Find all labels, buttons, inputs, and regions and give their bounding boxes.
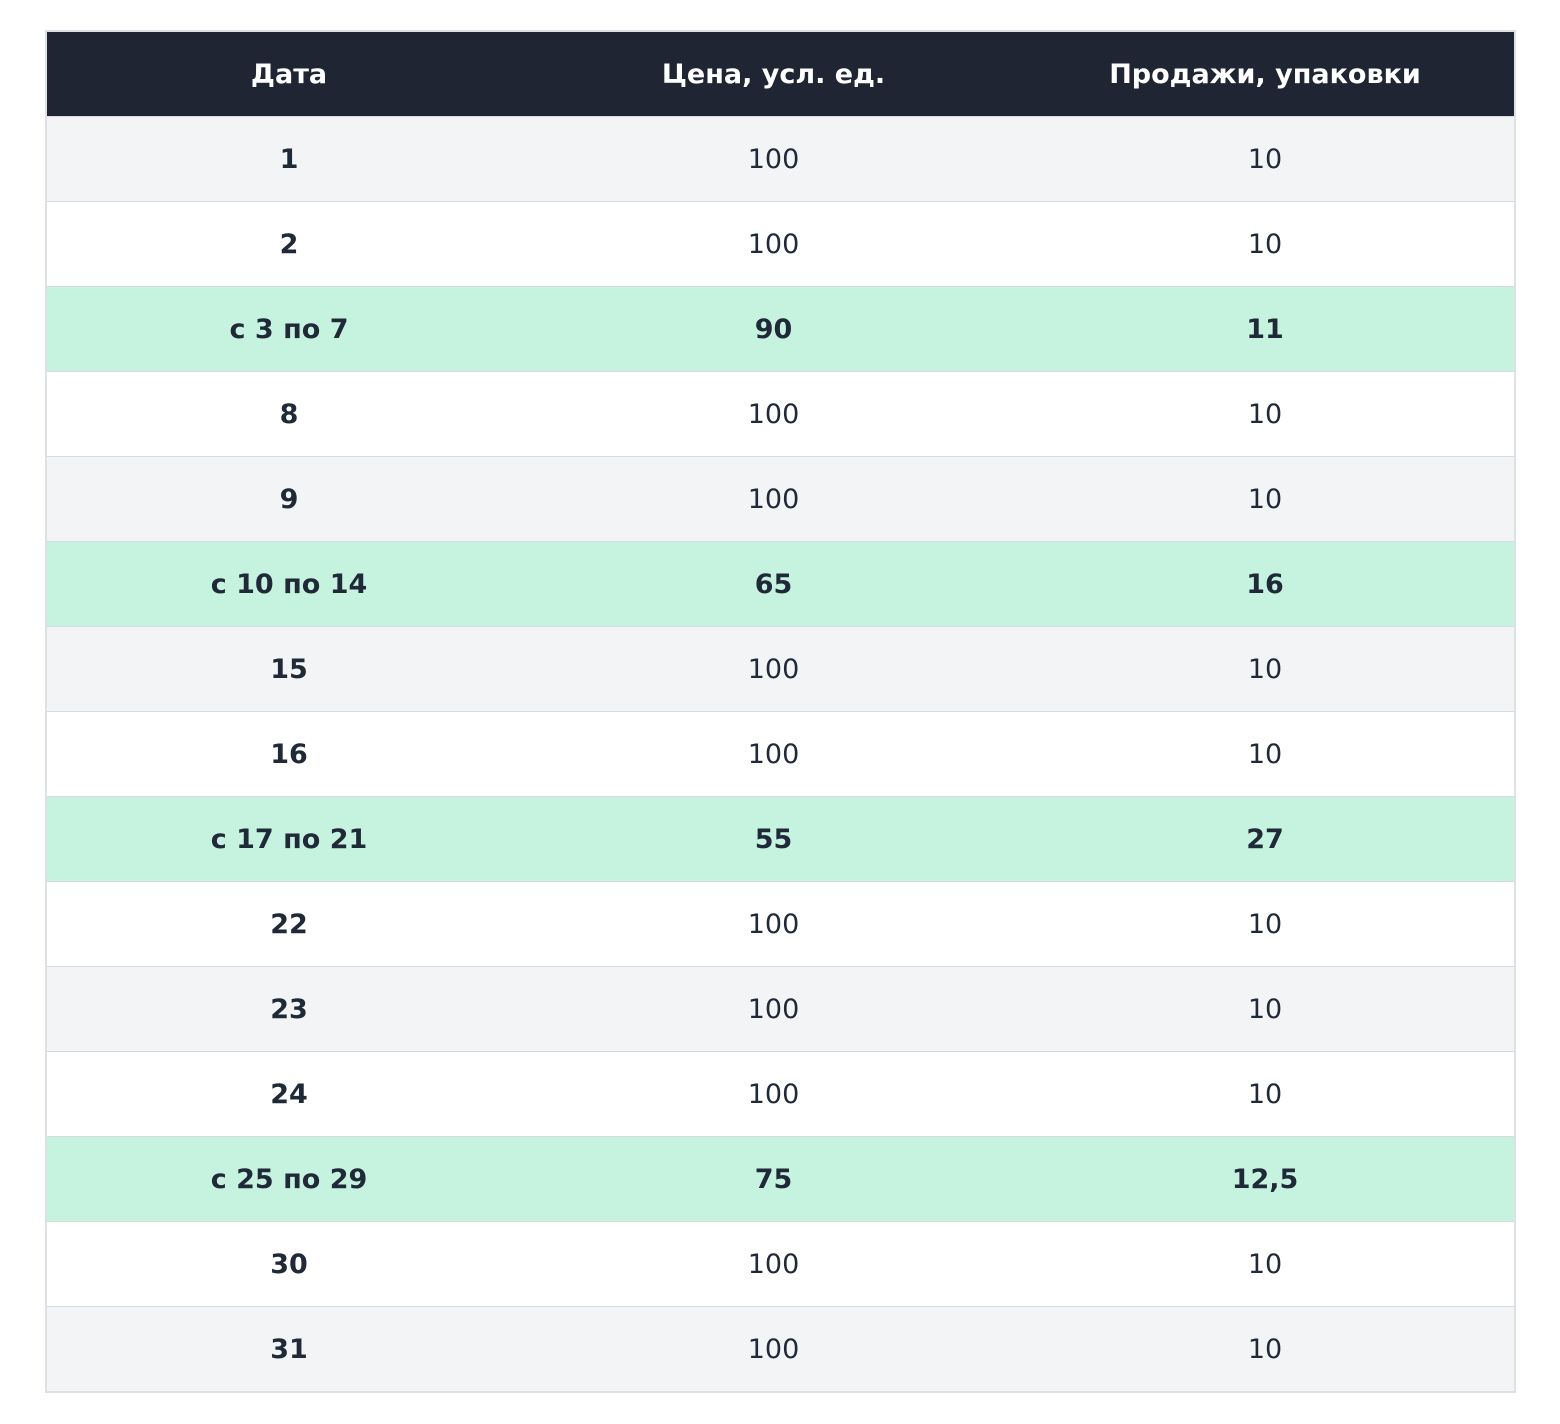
table-cell: 65 — [531, 541, 1016, 627]
table-row: с 3 по 7 90 11 — [46, 286, 1515, 372]
table-cell: 100 — [531, 966, 1016, 1052]
table-row: 31 100 10 — [46, 1306, 1515, 1392]
table-row: 1 100 10 — [46, 116, 1515, 202]
table-row: 30 100 10 — [46, 1221, 1515, 1307]
table-cell: 2 — [46, 201, 531, 287]
table-cell: 100 — [531, 1306, 1016, 1392]
table-cell: 100 — [531, 201, 1016, 287]
header-cell: Дата — [46, 31, 531, 117]
table-header: Дата Цена, усл. ед. Продажи, упаковки — [46, 31, 1515, 117]
table-row: 8 100 10 — [46, 371, 1515, 457]
table-row: с 10 по 14 65 16 — [46, 541, 1515, 627]
table-cell: 10 — [1016, 881, 1515, 967]
table-cell: 10 — [1016, 371, 1515, 457]
table-cell: 100 — [531, 1221, 1016, 1307]
table-row: 16 100 10 — [46, 711, 1515, 797]
data-table: Дата Цена, усл. ед. Продажи, упаковки 1 100… — [45, 30, 1516, 1393]
table-cell: 100 — [531, 881, 1016, 967]
table-cell: 10 — [1016, 456, 1515, 542]
table-row: 23 100 10 — [46, 966, 1515, 1052]
table-cell: 10 — [1016, 201, 1515, 287]
table-cell: 100 — [531, 626, 1016, 712]
table-cell: 16 — [46, 711, 531, 797]
table-cell: 75 — [531, 1136, 1016, 1222]
header-row: Дата Цена, усл. ед. Продажи, упаковки — [46, 31, 1515, 117]
table-cell: 23 — [46, 966, 531, 1052]
table-cell: с 10 по 14 — [46, 541, 531, 627]
table-row: 2 100 10 — [46, 201, 1515, 287]
table-cell: 16 — [1016, 541, 1515, 627]
table-cell: 27 — [1016, 796, 1515, 882]
table-cell: 9 — [46, 456, 531, 542]
table-cell: 10 — [1016, 116, 1515, 202]
table-cell: 10 — [1016, 626, 1515, 712]
table-row: 9 100 10 — [46, 456, 1515, 542]
table-cell: 10 — [1016, 1306, 1515, 1392]
table-cell: 55 — [531, 796, 1016, 882]
table-cell: 10 — [1016, 711, 1515, 797]
table-cell: 24 — [46, 1051, 531, 1137]
table-cell: 1 — [46, 116, 531, 202]
table-cell: с 25 по 29 — [46, 1136, 531, 1222]
table-cell: 10 — [1016, 966, 1515, 1052]
table-row: 15 100 10 — [46, 626, 1515, 712]
table-cell: с 3 по 7 — [46, 286, 531, 372]
table-cell: 22 — [46, 881, 531, 967]
table-cell: 12,5 — [1016, 1136, 1515, 1222]
table-cell: 15 — [46, 626, 531, 712]
table-cell: 10 — [1016, 1051, 1515, 1137]
table-row: 24 100 10 — [46, 1051, 1515, 1137]
header-cell: Цена, усл. ед. — [531, 31, 1016, 117]
table-cell: 11 — [1016, 286, 1515, 372]
table-cell: 100 — [531, 711, 1016, 797]
table-cell: 100 — [531, 1051, 1016, 1137]
table-cell: 31 — [46, 1306, 531, 1392]
table-cell: 100 — [531, 116, 1016, 202]
table-cell: с 17 по 21 — [46, 796, 531, 882]
table-cell: 100 — [531, 456, 1016, 542]
header-cell: Продажи, упаковки — [1016, 31, 1515, 117]
table-row: с 17 по 21 55 27 — [46, 796, 1515, 882]
table-cell: 8 — [46, 371, 531, 457]
table-body: 1 100 10 2 100 10 с 3 по 7 90 11 8 100 10 9 100 10 с 10… — [46, 116, 1515, 1392]
table-cell: 30 — [46, 1221, 531, 1307]
table-cell: 100 — [531, 371, 1016, 457]
table-row: с 25 по 29 75 12,5 — [46, 1136, 1515, 1222]
table-cell: 10 — [1016, 1221, 1515, 1307]
table-cell: 90 — [531, 286, 1016, 372]
table-row: 22 100 10 — [46, 881, 1515, 967]
